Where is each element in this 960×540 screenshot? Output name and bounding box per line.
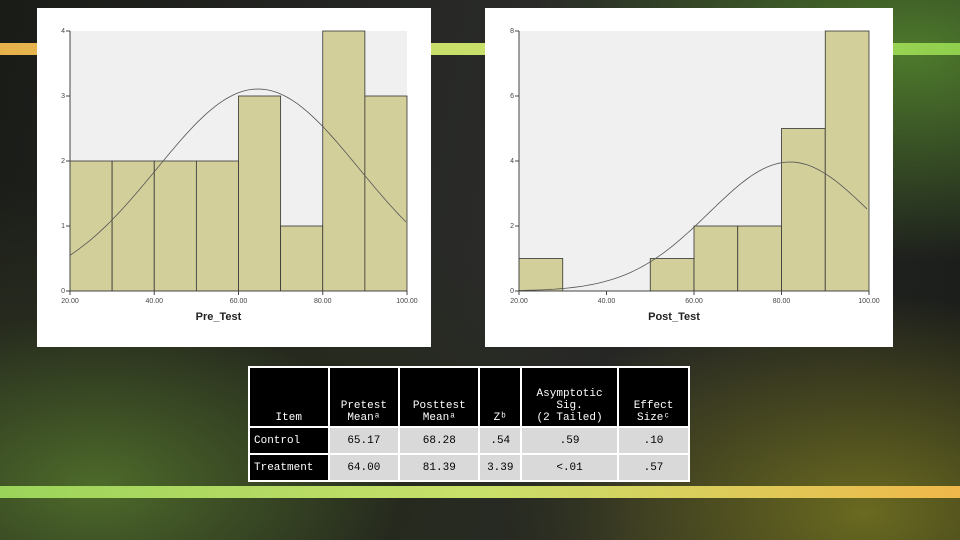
header-cell: Posttest Meanᵃ: [398, 366, 481, 428]
x-tick-label: 20.00: [61, 298, 79, 305]
histogram-bar: [649, 258, 695, 292]
histogram-bar: [238, 95, 282, 292]
header-text: Zᵇ: [493, 412, 507, 424]
header-text: Meanᵃ: [422, 412, 456, 424]
y-tick-label: 0: [510, 288, 514, 295]
table-cell: .59: [520, 426, 620, 455]
normal-curve: [69, 88, 407, 256]
header-row: Item Pretest Meanᵃ Posttest Meanᵃ Zᵇ Asymptoti…: [248, 366, 690, 428]
histogram-bar: [195, 160, 239, 292]
row-label: Control: [248, 426, 330, 455]
header-text: Item: [275, 412, 302, 424]
header-cell: Item: [248, 366, 330, 428]
histogram-bar: [693, 225, 739, 292]
table-cell: 3.39: [478, 453, 523, 482]
histogram-bar: [111, 160, 155, 292]
header-cell: Effect Sizeᶜ: [617, 366, 690, 428]
x-tick-label: 40.00: [598, 298, 616, 305]
histogram-bar: [322, 30, 366, 292]
header-cell: Zᵇ: [478, 366, 523, 428]
header-text: Effect: [633, 400, 674, 412]
x-tick-label: 60.00: [685, 298, 703, 305]
header-cell: Asymptotic Sig. (2 Tailed): [520, 366, 620, 428]
x-axis-label: Pre_Test: [196, 311, 242, 323]
table-cell: 65.17: [327, 426, 401, 455]
histogram-bar: [737, 225, 782, 292]
x-tick-label: 80.00: [314, 298, 332, 305]
x-tick-label: 20.00: [510, 298, 528, 305]
histogram-bar: [280, 225, 324, 292]
y-tick-label: 1: [61, 223, 65, 230]
table-cell: <.01: [520, 453, 620, 482]
histogram-bar: [518, 258, 564, 292]
header-text: Posttest: [412, 400, 466, 412]
table-row: Treatment 64.00 81.39 3.39 <.01.57: [248, 453, 690, 482]
table-cell: .10: [617, 426, 690, 455]
row-label: Treatment: [248, 453, 330, 482]
table-cell: 81.39: [398, 453, 481, 482]
header-text: (2 Tailed): [536, 412, 603, 424]
histogram-bar: [824, 30, 870, 292]
y-tick-label: 4: [61, 28, 65, 35]
normal-curve: [518, 161, 868, 291]
header-text: Pretest: [340, 400, 387, 412]
results-table: Item Pretest Meanᵃ Posttest Meanᵃ Zᵇ Asymptoti…: [248, 366, 690, 482]
header-text: Sizeᶜ: [637, 412, 671, 424]
x-tick-label: 100.00: [396, 298, 418, 305]
header-text: Meanᵃ: [347, 412, 381, 424]
table-cell: .54: [478, 426, 523, 455]
histogram-bar: [364, 95, 408, 292]
x-tick-label: 60.00: [230, 298, 248, 305]
x-tick-label: 80.00: [773, 298, 791, 305]
y-tick-label: 8: [510, 28, 514, 35]
table-cell: .57: [617, 453, 690, 482]
histogram-bar: [781, 128, 826, 292]
y-tick-label: 2: [510, 223, 514, 230]
x-axis-label: Post_Test: [648, 311, 700, 323]
header-text: Sig.: [556, 400, 583, 412]
bottom-band: [0, 486, 960, 498]
y-tick-label: 2: [61, 158, 65, 165]
histogram-bar: [153, 160, 197, 292]
x-tick-label: 100.00: [858, 298, 880, 305]
x-tick-label: 40.00: [145, 298, 163, 305]
table-row: Control 65.17 68.28.54.59.10: [248, 426, 690, 455]
header-cell: Pretest Meanᵃ: [327, 366, 401, 428]
y-tick-label: 0: [61, 288, 65, 295]
y-tick-label: 3: [61, 93, 65, 100]
table-cell: 64.00: [327, 453, 401, 482]
table-cell: 68.28: [398, 426, 481, 455]
header-text: Asymptotic: [536, 388, 603, 400]
y-tick-label: 6: [510, 93, 514, 100]
y-tick-label: 4: [510, 158, 514, 165]
